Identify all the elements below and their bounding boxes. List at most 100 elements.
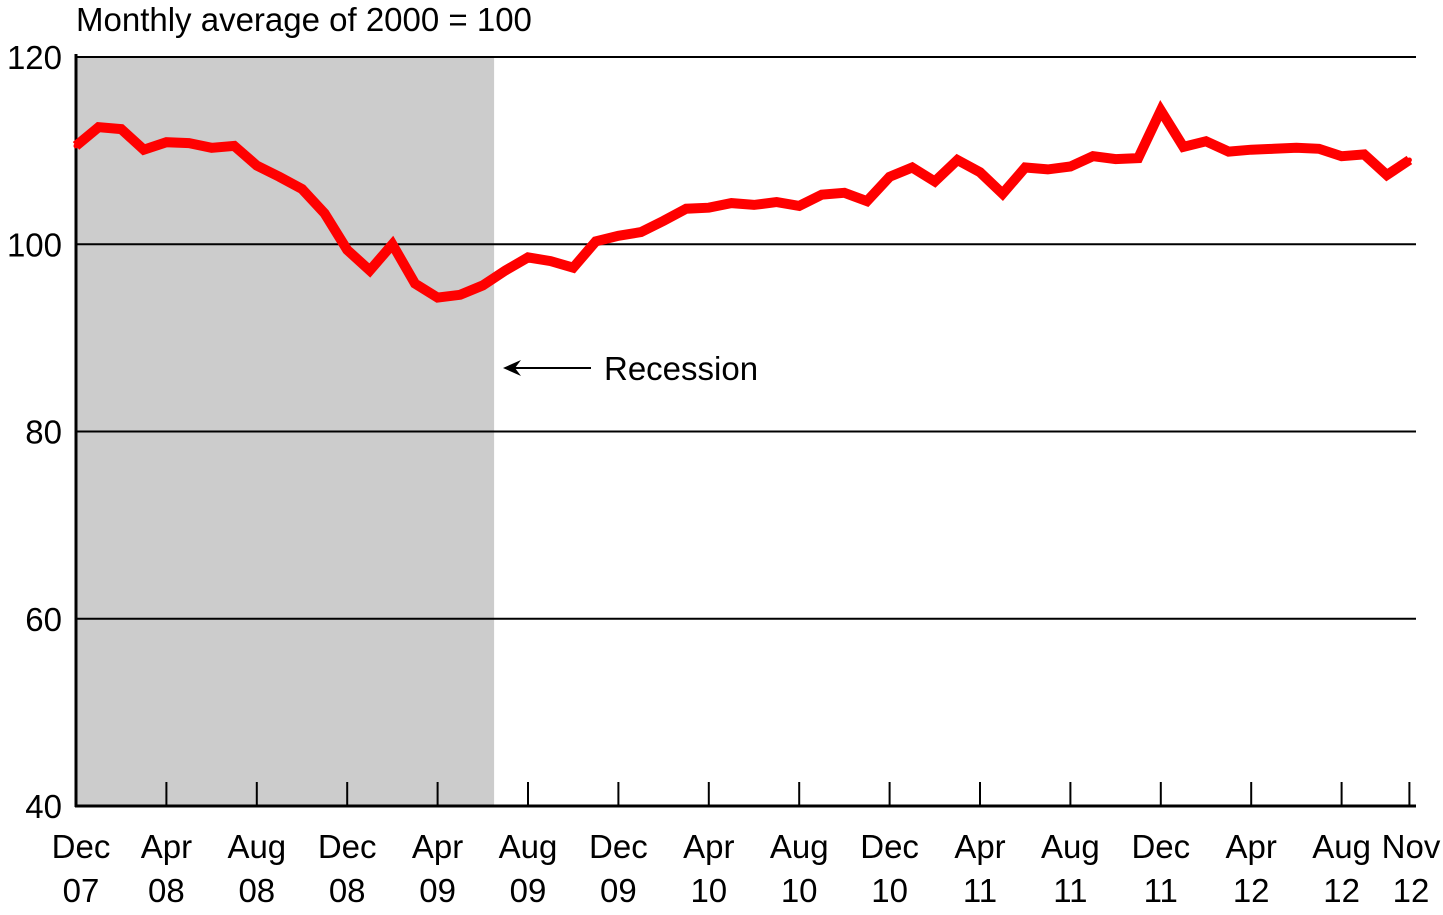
data-point xyxy=(841,190,847,196)
x-tick-label-month: Apr xyxy=(954,828,1005,865)
data-point xyxy=(864,198,870,204)
data-point xyxy=(1339,153,1345,159)
data-point xyxy=(186,140,192,146)
y-tick-label: 60 xyxy=(25,601,62,638)
x-tick-label-month: Aug xyxy=(770,828,829,865)
x-tick-label-month: Aug xyxy=(227,828,286,865)
x-tick-label-month: Apr xyxy=(141,828,192,865)
data-point xyxy=(525,254,531,260)
x-tick-label-month: Aug xyxy=(1041,828,1100,865)
x-tick-label-month: Aug xyxy=(499,828,558,865)
data-point xyxy=(1361,151,1367,157)
data-point xyxy=(1203,138,1209,144)
data-point xyxy=(389,241,395,247)
y-axis-title: Monthly average of 2000 = 100 xyxy=(76,1,532,38)
data-point xyxy=(1226,149,1232,155)
data-point xyxy=(1000,191,1006,197)
x-tick-label-month: Apr xyxy=(412,828,463,865)
x-tick-label-year: 09 xyxy=(419,872,456,909)
x-tick-label-month: Nov xyxy=(1382,828,1441,865)
data-point xyxy=(1067,164,1073,170)
y-tick-label: 80 xyxy=(25,414,62,451)
data-point xyxy=(774,199,780,205)
data-point xyxy=(751,202,757,208)
data-point xyxy=(1384,172,1390,178)
data-point xyxy=(254,163,260,169)
data-point xyxy=(367,267,373,273)
x-tick-label-month: Dec xyxy=(1131,828,1190,865)
data-point xyxy=(1090,153,1096,159)
x-tick-label-year: 11 xyxy=(1144,872,1178,909)
data-point xyxy=(457,292,463,298)
data-point xyxy=(1045,166,1051,172)
x-tick-label-month: Apr xyxy=(683,828,734,865)
x-tick-label-year: 12 xyxy=(1233,872,1270,909)
x-tick-label-year: 09 xyxy=(510,872,547,909)
data-point xyxy=(638,229,644,235)
y-tick-label: 120 xyxy=(7,39,62,76)
data-point xyxy=(932,179,938,185)
data-point xyxy=(819,192,825,198)
x-tick-label-year: 11 xyxy=(963,872,997,909)
data-point xyxy=(1406,157,1412,163)
x-tick-label-year: 10 xyxy=(690,872,727,909)
data-point xyxy=(1180,144,1186,150)
data-point xyxy=(502,267,508,273)
x-tick-label-year: 10 xyxy=(871,872,908,909)
x-tick-label-year: 08 xyxy=(238,872,275,909)
x-tick-label-year: 09 xyxy=(600,872,637,909)
y-tick-label: 40 xyxy=(25,788,62,825)
data-point xyxy=(118,126,124,132)
data-point xyxy=(322,210,328,216)
recession-label: Recession xyxy=(604,350,759,387)
data-point xyxy=(796,203,802,209)
data-point xyxy=(435,295,441,301)
x-tick-label-year: 12 xyxy=(1323,872,1360,909)
x-tick-label-month: Aug xyxy=(1312,828,1371,865)
data-point xyxy=(209,145,215,151)
x-tick-label-month: Dec xyxy=(860,828,919,865)
data-point xyxy=(344,247,350,253)
x-tick-label-year: 08 xyxy=(148,872,185,909)
data-point xyxy=(480,282,486,288)
recession-arrow-head-icon xyxy=(503,360,521,376)
x-tick-label-year: 11 xyxy=(1053,872,1087,909)
data-point xyxy=(231,143,237,149)
data-point xyxy=(548,258,554,264)
data-point xyxy=(1022,164,1028,170)
data-point xyxy=(73,143,79,149)
data-point xyxy=(615,233,621,239)
x-tick-label-year: 07 xyxy=(63,872,100,909)
data-point xyxy=(412,281,418,287)
data-point xyxy=(276,174,282,180)
y-tick-label: 100 xyxy=(7,226,62,263)
data-point xyxy=(1248,147,1254,153)
data-point xyxy=(1158,107,1164,113)
x-tick-label-year: 10 xyxy=(781,872,818,909)
data-point xyxy=(593,238,599,244)
data-point xyxy=(163,139,169,145)
x-tick-label-month: Dec xyxy=(318,828,377,865)
x-tick-label-month: Dec xyxy=(52,828,111,865)
x-tick-label-month: Apr xyxy=(1226,828,1277,865)
data-point xyxy=(887,174,893,180)
data-point xyxy=(1293,145,1299,151)
data-point xyxy=(706,205,712,211)
data-point xyxy=(661,218,667,224)
data-point xyxy=(1271,146,1277,152)
x-tick-label-year: 08 xyxy=(329,872,366,909)
series-line xyxy=(72,99,1413,303)
data-point xyxy=(728,200,734,206)
x-tick-label-year: 12 xyxy=(1393,872,1430,909)
data-point xyxy=(954,157,960,163)
data-point xyxy=(909,164,915,170)
data-point xyxy=(299,186,305,192)
data-point xyxy=(1135,155,1141,161)
data-point xyxy=(141,147,147,153)
data-point xyxy=(1316,146,1322,152)
x-tick-label-month: Dec xyxy=(589,828,648,865)
data-point xyxy=(683,206,689,212)
data-point xyxy=(570,265,576,271)
data-point xyxy=(977,169,983,175)
